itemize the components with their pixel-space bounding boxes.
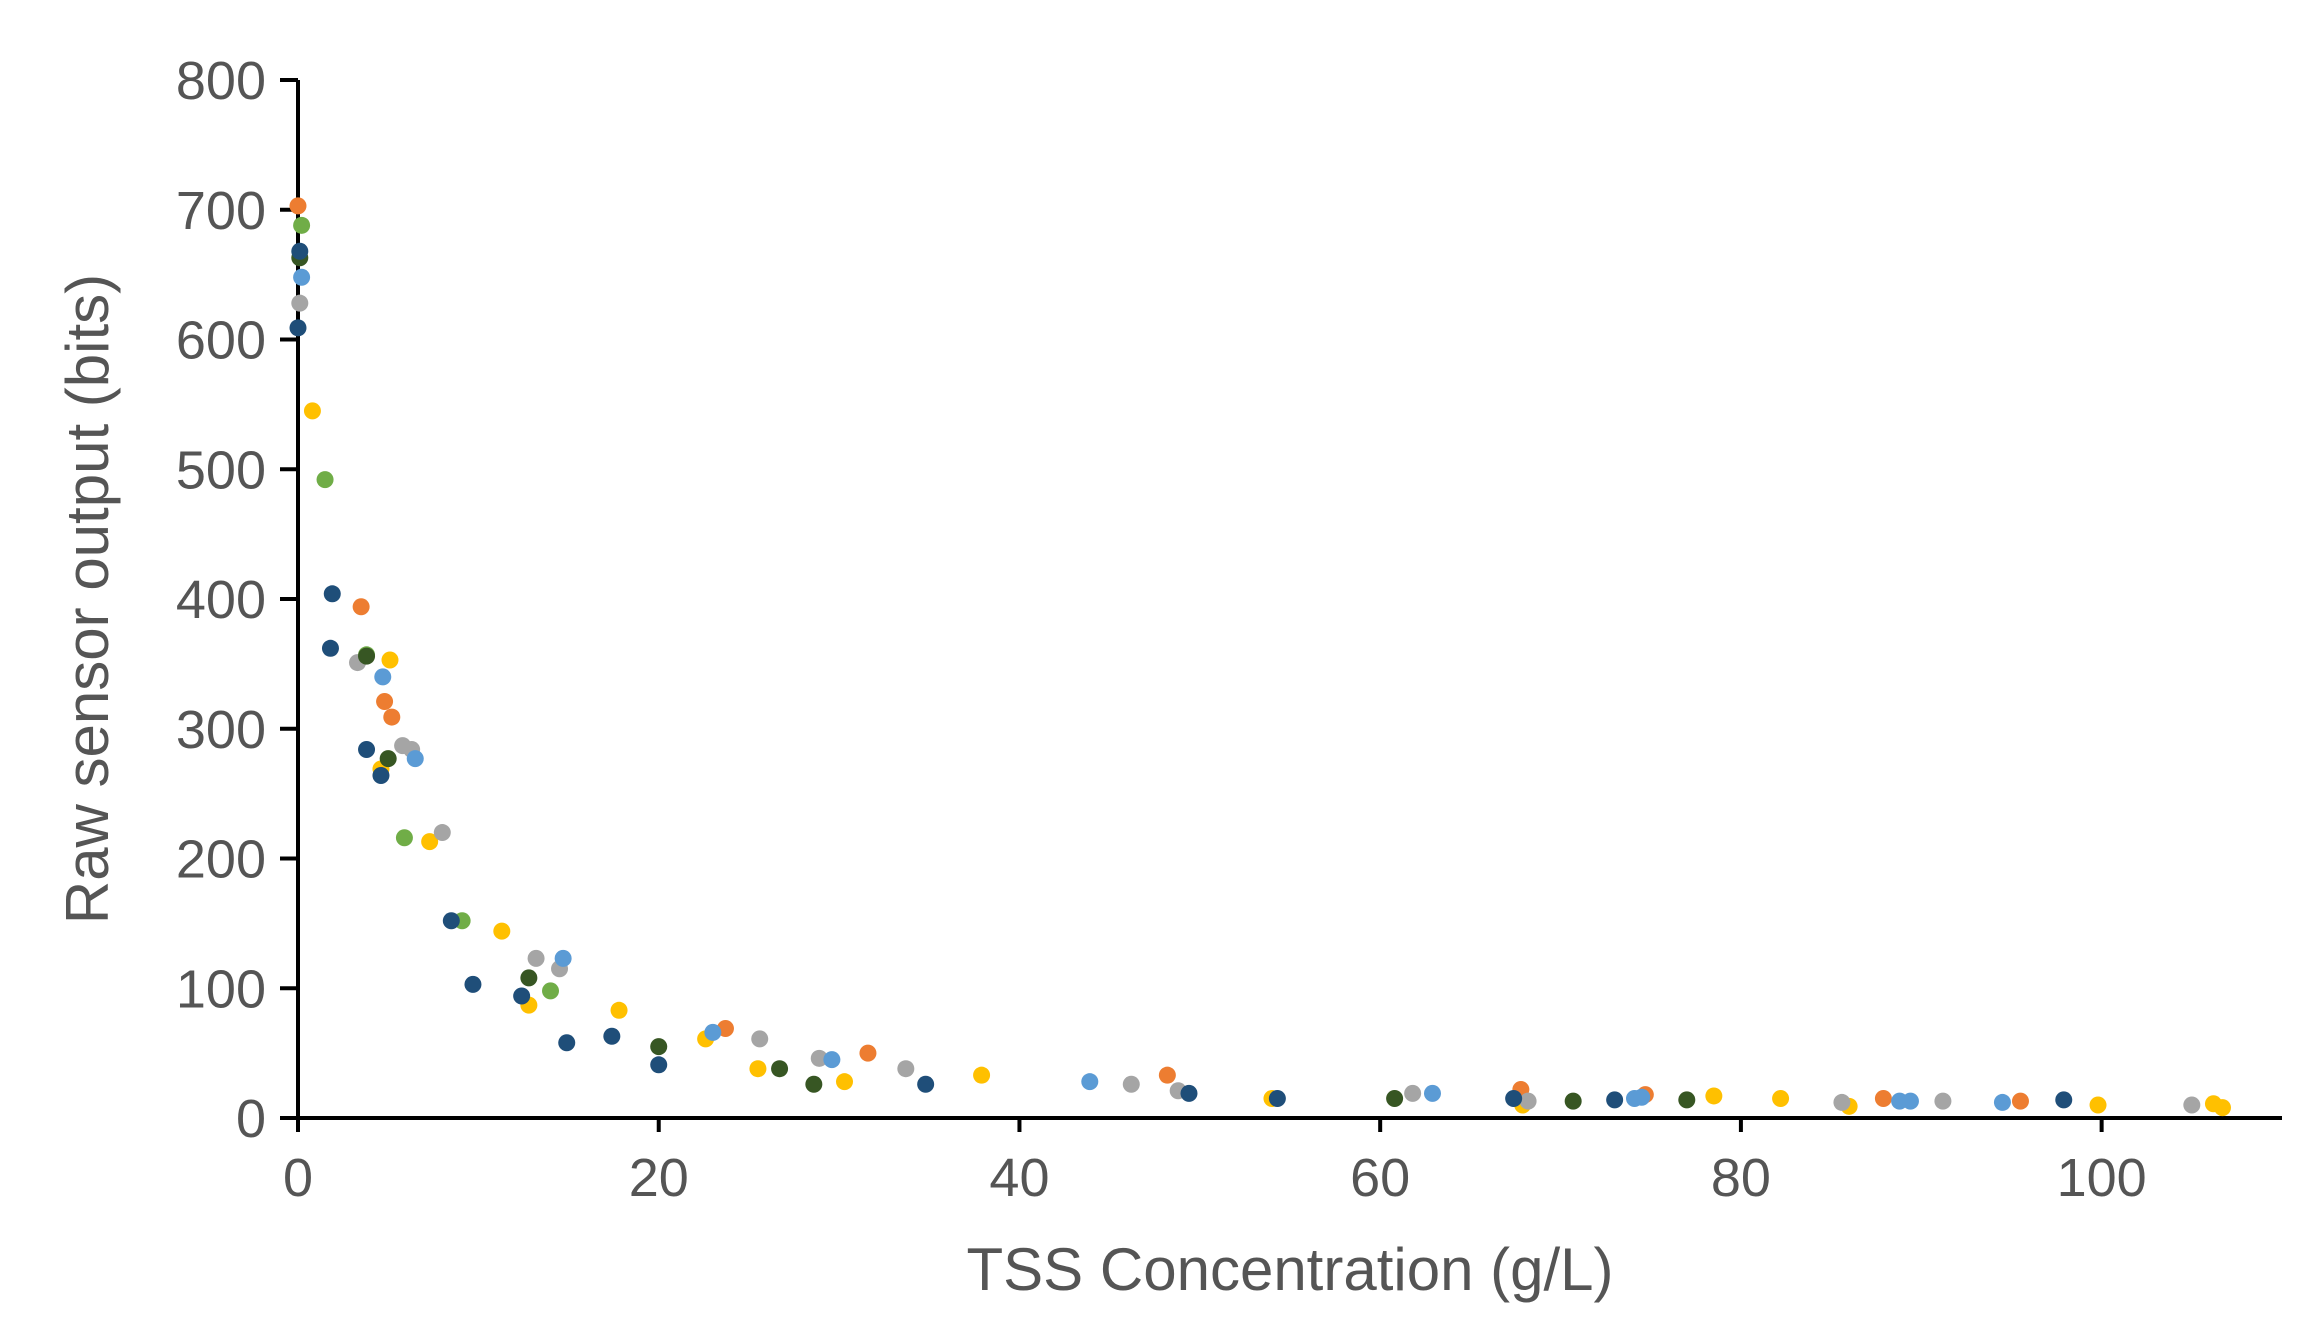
x-tick-label: 40 — [989, 1148, 1049, 1208]
data-point — [421, 833, 439, 851]
data-point — [751, 1030, 769, 1048]
data-point — [291, 294, 309, 312]
data-point — [1633, 1088, 1651, 1106]
data-point — [527, 949, 545, 967]
data-point — [554, 949, 572, 967]
data-point — [650, 1056, 668, 1074]
x-tick-label: 20 — [629, 1148, 689, 1208]
data-point — [358, 741, 376, 759]
data-point — [289, 319, 307, 337]
data-point — [810, 1049, 828, 1067]
data-point — [303, 402, 321, 420]
y-tick-label: 300 — [176, 700, 266, 760]
y-axis-ticks: 0 100 200 300 400 500 600 700 800 — [176, 51, 298, 1149]
data-point — [897, 1060, 915, 1078]
data-point — [610, 1001, 628, 1019]
data-point — [749, 1060, 767, 1078]
data-point — [1705, 1087, 1723, 1105]
data-point — [316, 471, 334, 489]
y-tick-label: 0 — [236, 1089, 266, 1149]
y-tick-label: 700 — [176, 181, 266, 241]
data-point — [2183, 1096, 2201, 1114]
x-tick-label: 100 — [2057, 1148, 2147, 1208]
data-point — [374, 668, 392, 686]
data-point — [805, 1075, 823, 1093]
data-point — [1833, 1093, 1851, 1111]
data-point — [358, 647, 376, 665]
data-point — [2055, 1091, 2073, 1109]
data-point — [917, 1075, 935, 1093]
data-point — [704, 1023, 722, 1041]
data-point — [383, 708, 401, 726]
data-point — [395, 829, 413, 847]
data-point — [321, 639, 339, 657]
data-point — [1122, 1075, 1140, 1093]
data-point — [433, 824, 451, 842]
data-point — [2011, 1092, 2029, 1110]
y-tick-label: 500 — [176, 440, 266, 500]
data-point — [372, 766, 390, 784]
data-point — [1606, 1091, 1624, 1109]
data-point — [1158, 1066, 1176, 1084]
data-point — [289, 197, 307, 215]
x-tick-label: 80 — [1711, 1148, 1771, 1208]
data-point — [1772, 1090, 1790, 1108]
data-point — [493, 922, 511, 940]
data-point — [1505, 1090, 1523, 1108]
data-point — [379, 750, 397, 768]
data-point — [1934, 1092, 1952, 1110]
data-point — [376, 693, 394, 711]
data-point — [381, 651, 399, 669]
data-point — [464, 975, 482, 993]
data-point — [520, 969, 538, 987]
x-axis-ticks: 0 20 40 60 80 100 — [283, 1118, 2147, 1208]
data-point — [1423, 1084, 1441, 1102]
data-point — [406, 750, 424, 768]
y-tick-label: 200 — [176, 830, 266, 890]
data-point — [603, 1027, 621, 1045]
data-point — [442, 912, 460, 930]
data-point — [1993, 1093, 2011, 1111]
y-axis-title: Raw sensor output (bits) — [54, 274, 121, 924]
data-point — [352, 598, 370, 616]
data-point — [1519, 1092, 1537, 1110]
y-tick-label: 600 — [176, 311, 266, 371]
axes — [296, 80, 2282, 1120]
x-tick-label: 0 — [283, 1148, 313, 1208]
data-point — [293, 268, 311, 286]
data-point — [1081, 1073, 1099, 1091]
data-point — [1268, 1090, 1286, 1108]
data-point — [513, 987, 531, 1005]
data-point — [323, 585, 341, 603]
data-point — [2213, 1099, 2231, 1117]
data-point — [771, 1060, 789, 1078]
data-point — [1901, 1092, 1919, 1110]
x-axis-title: TSS Concentration (g/L) — [967, 1236, 1614, 1303]
data-point — [1564, 1092, 1582, 1110]
y-tick-label: 800 — [176, 51, 266, 111]
data-point — [973, 1066, 991, 1084]
data-point — [859, 1044, 877, 1062]
data-point — [291, 242, 309, 260]
data-point — [650, 1038, 668, 1056]
data-points — [289, 197, 2231, 1117]
data-point — [1386, 1090, 1404, 1108]
data-point — [1180, 1084, 1198, 1102]
data-point — [823, 1051, 841, 1069]
data-point — [1874, 1090, 1892, 1108]
y-tick-label: 400 — [176, 570, 266, 630]
data-point — [1404, 1084, 1422, 1102]
data-point — [2089, 1096, 2107, 1114]
data-point — [1678, 1091, 1696, 1109]
data-point — [293, 216, 311, 234]
x-tick-label: 60 — [1350, 1148, 1410, 1208]
data-point — [542, 982, 560, 1000]
data-point — [558, 1034, 576, 1052]
y-tick-label: 100 — [176, 959, 266, 1019]
data-point — [836, 1073, 854, 1091]
